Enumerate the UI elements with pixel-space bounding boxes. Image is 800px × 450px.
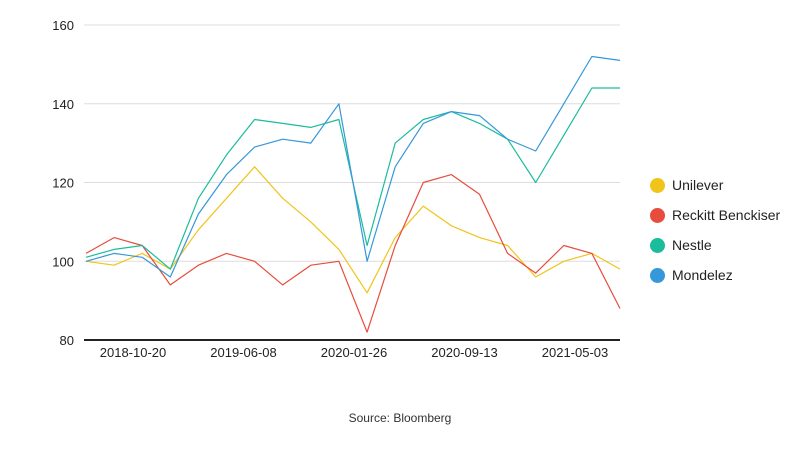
x-tick-label: 2020-09-13 bbox=[431, 345, 498, 360]
source-note: Source: Bloomberg bbox=[348, 411, 452, 425]
x-tick-label: 2019-06-08 bbox=[210, 345, 277, 360]
legend-color-swatch bbox=[650, 207, 665, 223]
series-line-reckitt-benckiser bbox=[85, 174, 621, 333]
legend-label: Reckitt Benckiser bbox=[672, 207, 781, 223]
legend-label: Nestle bbox=[672, 237, 712, 253]
y-tick-label: 140 bbox=[52, 97, 74, 112]
series-line-unilever bbox=[85, 166, 621, 294]
series-line-mondelez bbox=[85, 55, 621, 278]
x-tick-label: 2021-05-03 bbox=[542, 345, 609, 360]
legend-label: Unilever bbox=[672, 177, 724, 193]
legend-label: Mondelez bbox=[672, 267, 733, 283]
series-lines bbox=[85, 55, 621, 333]
legend-color-swatch bbox=[650, 237, 665, 253]
legend-item: Unilever bbox=[650, 170, 780, 200]
legend-item: Nestle bbox=[650, 230, 780, 260]
y-tick-label: 160 bbox=[52, 18, 74, 33]
x-tick-label: 2018-10-20 bbox=[100, 345, 167, 360]
legend-color-swatch bbox=[650, 177, 665, 193]
x-tick-label: 2020-01-26 bbox=[321, 345, 388, 360]
legend-color-swatch bbox=[650, 267, 665, 283]
y-tick-label: 120 bbox=[52, 176, 74, 191]
legend-item: Reckitt Benckiser bbox=[650, 200, 780, 230]
series-line-nestle bbox=[85, 87, 620, 270]
y-tick-label: 100 bbox=[52, 254, 74, 269]
gridlines bbox=[84, 24, 620, 262]
legend-item: Mondelez bbox=[650, 260, 780, 290]
axes: 80 100 120 140 160 2018-10-20 2019-06-08 2020-0… bbox=[52, 18, 620, 360]
legend: Unilever Reckitt Benckiser Nestle Mondelez bbox=[650, 170, 780, 290]
y-tick-label: 80 bbox=[60, 333, 74, 348]
